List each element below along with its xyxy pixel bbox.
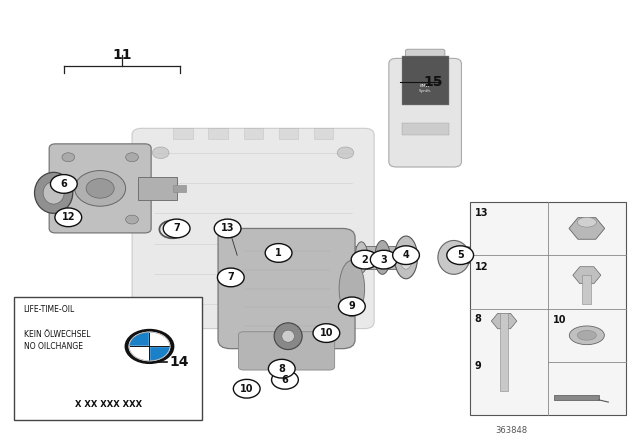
- Ellipse shape: [400, 246, 412, 269]
- Text: 5: 5: [457, 250, 463, 260]
- Text: 13: 13: [475, 208, 488, 218]
- Text: 9: 9: [349, 302, 355, 311]
- Text: 6: 6: [60, 179, 67, 189]
- Bar: [209, 128, 228, 139]
- Text: 10: 10: [319, 328, 333, 338]
- Ellipse shape: [375, 241, 390, 274]
- Circle shape: [271, 370, 298, 389]
- Wedge shape: [130, 333, 150, 346]
- Circle shape: [337, 147, 354, 159]
- Text: 6: 6: [282, 375, 289, 385]
- Bar: [342, 246, 403, 268]
- Circle shape: [371, 250, 397, 269]
- FancyBboxPatch shape: [132, 128, 374, 329]
- FancyBboxPatch shape: [405, 49, 445, 59]
- Text: 363848: 363848: [495, 426, 527, 435]
- Circle shape: [62, 215, 75, 224]
- Circle shape: [51, 175, 77, 193]
- Circle shape: [163, 219, 190, 238]
- Bar: [582, 275, 591, 304]
- Circle shape: [339, 297, 365, 316]
- Circle shape: [152, 147, 169, 159]
- Text: 11: 11: [113, 48, 132, 62]
- Circle shape: [55, 208, 82, 227]
- Text: 9: 9: [475, 361, 481, 371]
- Bar: [500, 313, 508, 391]
- Bar: [314, 128, 333, 139]
- Circle shape: [265, 244, 292, 262]
- Text: 10: 10: [240, 384, 253, 394]
- FancyBboxPatch shape: [218, 228, 355, 349]
- Circle shape: [393, 246, 419, 264]
- Text: KEIN ÖLWECHSEL: KEIN ÖLWECHSEL: [24, 330, 90, 339]
- FancyBboxPatch shape: [389, 58, 461, 167]
- Text: 14: 14: [170, 355, 189, 369]
- Text: NO OILCHANGE: NO OILCHANGE: [24, 342, 83, 351]
- Circle shape: [62, 153, 75, 162]
- Circle shape: [125, 330, 173, 363]
- Circle shape: [234, 379, 260, 398]
- Text: X XX XXX XXX: X XX XXX XXX: [75, 400, 141, 409]
- Wedge shape: [150, 346, 169, 360]
- Ellipse shape: [339, 260, 365, 317]
- Text: 7: 7: [227, 272, 234, 282]
- Text: 15: 15: [423, 74, 442, 89]
- Circle shape: [75, 171, 125, 206]
- Bar: [278, 128, 298, 139]
- Text: 12: 12: [475, 262, 488, 271]
- Ellipse shape: [570, 326, 604, 345]
- Text: LIFE-TIME-OIL: LIFE-TIME-OIL: [24, 306, 75, 314]
- Circle shape: [125, 215, 138, 224]
- Bar: [138, 177, 177, 199]
- Ellipse shape: [282, 330, 294, 342]
- Ellipse shape: [274, 323, 302, 349]
- Circle shape: [337, 298, 354, 310]
- FancyBboxPatch shape: [49, 144, 151, 233]
- Circle shape: [129, 332, 170, 361]
- Bar: [173, 185, 186, 192]
- Ellipse shape: [577, 217, 596, 227]
- Ellipse shape: [355, 242, 368, 273]
- Wedge shape: [150, 333, 169, 346]
- Bar: [401, 123, 449, 135]
- Ellipse shape: [577, 331, 596, 340]
- Bar: [411, 57, 440, 64]
- Bar: [14, 297, 202, 420]
- Bar: [244, 128, 262, 139]
- Ellipse shape: [43, 181, 64, 204]
- Ellipse shape: [438, 241, 470, 274]
- Circle shape: [214, 219, 241, 238]
- FancyBboxPatch shape: [239, 332, 335, 370]
- Text: 8: 8: [278, 364, 285, 374]
- Text: 12: 12: [61, 212, 75, 222]
- Circle shape: [218, 268, 244, 287]
- Text: 1: 1: [275, 248, 282, 258]
- Ellipse shape: [394, 236, 417, 279]
- Bar: [470, 202, 626, 415]
- Circle shape: [447, 246, 474, 264]
- Circle shape: [152, 298, 169, 310]
- Circle shape: [351, 250, 378, 269]
- Text: 10: 10: [553, 315, 566, 325]
- Circle shape: [125, 153, 138, 162]
- Wedge shape: [130, 346, 150, 360]
- Text: 7: 7: [173, 224, 180, 233]
- Text: 3: 3: [380, 254, 387, 265]
- Text: 13: 13: [221, 224, 234, 233]
- Text: 4: 4: [403, 250, 410, 260]
- Text: 2: 2: [361, 254, 368, 265]
- Polygon shape: [554, 396, 599, 400]
- Bar: [401, 56, 449, 105]
- Text: 8: 8: [475, 314, 482, 324]
- Ellipse shape: [35, 172, 73, 213]
- Circle shape: [268, 359, 295, 378]
- Bar: [173, 128, 193, 139]
- Circle shape: [313, 324, 340, 342]
- Text: BMW
Synth.: BMW Synth.: [419, 84, 432, 92]
- Circle shape: [86, 179, 114, 198]
